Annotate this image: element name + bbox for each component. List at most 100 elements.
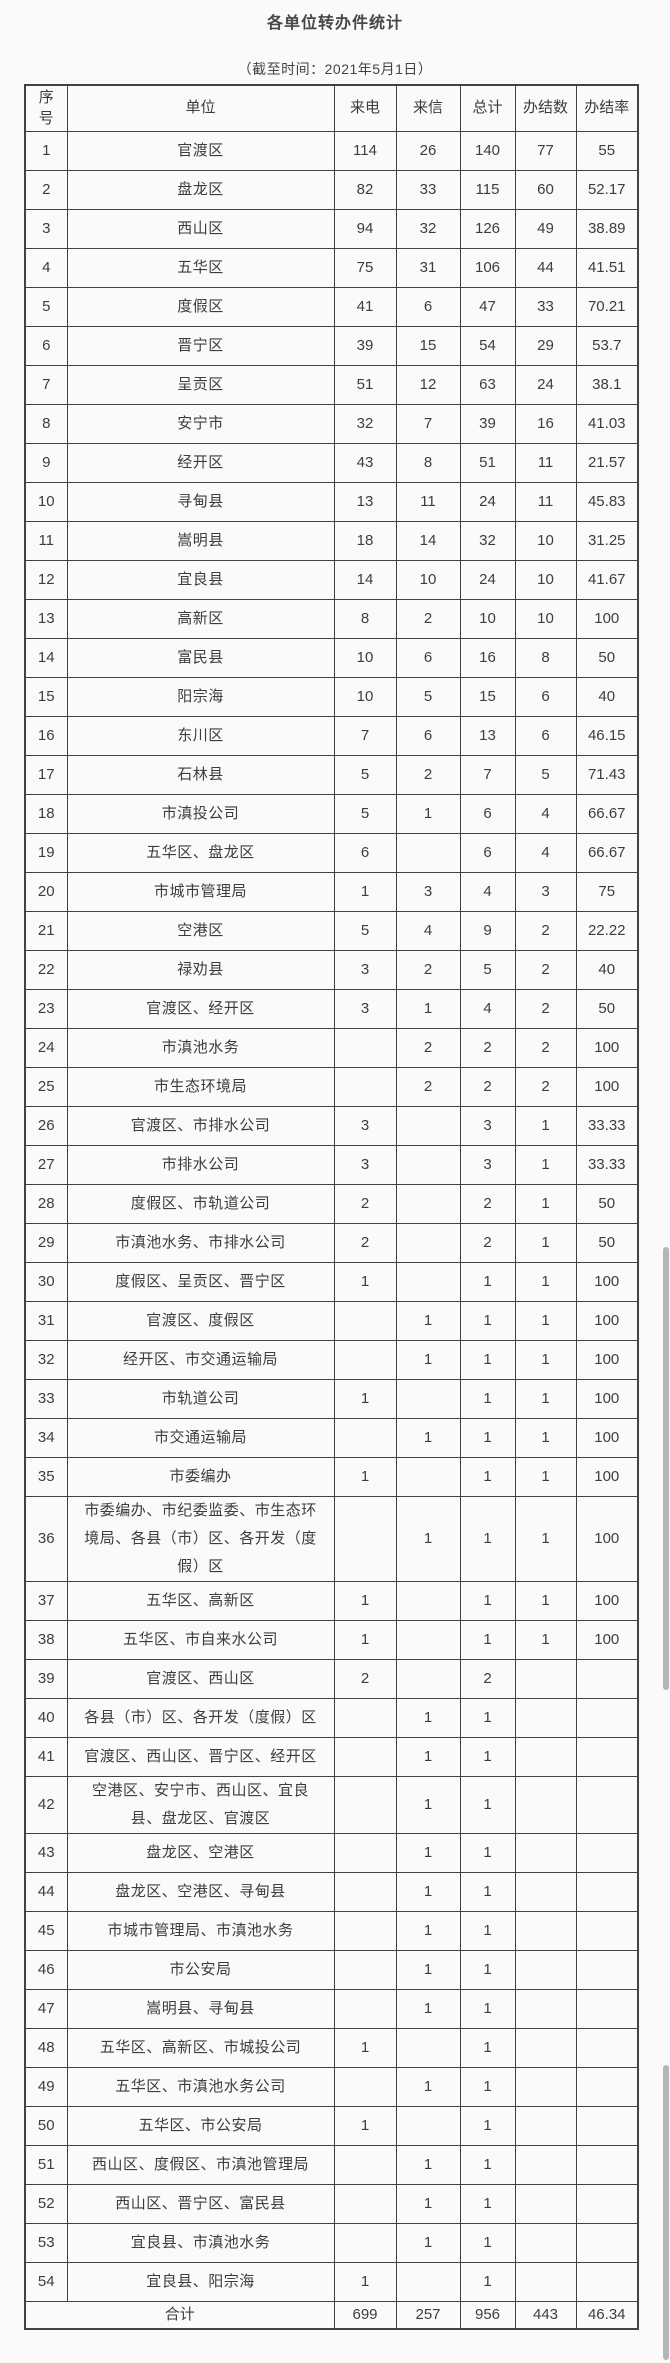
value-cell (575, 2066, 639, 2107)
row-number-cell: 43 (24, 1832, 68, 1873)
row-number-cell: 45 (24, 1910, 68, 1951)
value-cell: 100 (575, 1027, 639, 1068)
value-cell: 22.22 (575, 910, 639, 951)
row-number-cell: 11 (24, 520, 68, 561)
unit-cell: 市城市管理局 (66, 871, 335, 912)
value-cell: 1 (459, 1378, 516, 1419)
row-number-cell: 50 (24, 2105, 68, 2146)
value-cell: 1 (395, 793, 461, 834)
row-number-cell: 15 (24, 676, 68, 717)
value-cell: 1 (514, 1339, 577, 1380)
value-cell (333, 2183, 397, 2224)
value-cell: 14 (333, 559, 397, 600)
unit-cell: 盘龙区 (66, 169, 335, 210)
value-cell: 24 (459, 559, 516, 600)
value-cell (575, 1697, 639, 1738)
value-cell: 50 (575, 1183, 639, 1224)
table-row: 17 石林县 5 2 7 5 71.43 (24, 754, 639, 795)
value-cell: 1 (333, 2105, 397, 2146)
value-cell: 45.83 (575, 481, 639, 522)
value-cell: 50 (575, 637, 639, 678)
value-cell: 1 (514, 1222, 577, 1263)
value-cell (333, 1495, 397, 1582)
value-cell: 1 (459, 2105, 516, 2146)
value-cell: 33 (395, 169, 461, 210)
table-row: 9 经开区 43 8 51 11 21.57 (24, 442, 639, 483)
value-cell: 32 (395, 208, 461, 249)
value-cell: 2 (514, 1066, 577, 1107)
value-cell: 1 (514, 1378, 577, 1419)
value-cell: 1 (333, 2261, 397, 2302)
value-cell (333, 1417, 397, 1458)
total-value-cell: 699 (333, 2300, 397, 2330)
value-cell: 94 (333, 208, 397, 249)
value-cell: 24 (459, 481, 516, 522)
table-row: 26 官渡区、市排水公司 3 3 1 33.33 (24, 1105, 639, 1146)
value-cell: 1 (514, 1261, 577, 1302)
value-cell: 7 (333, 715, 397, 756)
value-cell: 54 (459, 325, 516, 366)
value-cell: 32 (459, 520, 516, 561)
value-cell: 100 (575, 1378, 639, 1419)
value-cell: 1 (395, 2144, 461, 2185)
row-number-cell: 24 (24, 1027, 68, 1068)
row-number-cell: 27 (24, 1144, 68, 1185)
value-cell: 2 (333, 1658, 397, 1699)
unit-cell: 五华区、市自来水公司 (66, 1619, 335, 1660)
unit-cell: 市排水公司 (66, 1144, 335, 1185)
value-cell: 16 (514, 403, 577, 444)
header-cell-1: 单位 (66, 84, 335, 132)
scrollbar-thumb-upper[interactable] (663, 1247, 669, 1690)
value-cell: 26 (395, 130, 461, 171)
value-cell: 1 (395, 2066, 461, 2107)
unit-cell: 经开区 (66, 442, 335, 483)
value-cell (514, 1832, 577, 1873)
value-cell (514, 2066, 577, 2107)
row-number-cell: 16 (24, 715, 68, 756)
value-cell: 66.67 (575, 793, 639, 834)
value-cell: 41.03 (575, 403, 639, 444)
stats-table: 序号 单位 来电 来信 总计 办结数 办结率 1 官渡区 114 26 140 77 55 2 盘龙区 82 3… (24, 84, 639, 2330)
value-cell: 5 (459, 949, 516, 990)
table-row: 27 市排水公司 3 3 1 33.33 (24, 1144, 639, 1185)
row-number-cell: 2 (24, 169, 68, 210)
value-cell: 1 (459, 1871, 516, 1912)
value-cell: 1 (395, 1871, 461, 1912)
value-cell: 29 (514, 325, 577, 366)
scrollbar-thumb-lower[interactable] (663, 2065, 669, 2360)
page-title: 各单位转办件统计 (266, 15, 403, 32)
value-cell: 6 (514, 676, 577, 717)
table-row: 24 市滇池水务 2 2 2 100 (24, 1027, 639, 1068)
value-cell: 126 (459, 208, 516, 249)
row-number-cell: 39 (24, 1658, 68, 1699)
value-cell: 40 (575, 676, 639, 717)
table-row: 30 度假区、呈贡区、晋宁区 1 1 1 100 (24, 1261, 639, 1302)
value-cell: 1 (459, 2261, 516, 2302)
value-cell: 5 (514, 754, 577, 795)
row-number-cell: 26 (24, 1105, 68, 1146)
value-cell: 3 (395, 871, 461, 912)
value-cell: 4 (459, 988, 516, 1029)
value-cell (575, 2222, 639, 2263)
value-cell: 6 (459, 832, 516, 873)
value-cell: 1 (395, 2222, 461, 2263)
row-number-cell: 52 (24, 2183, 68, 2224)
row-number-cell: 19 (24, 832, 68, 873)
value-cell: 3 (459, 1144, 516, 1185)
value-cell (333, 1027, 397, 1068)
value-cell (333, 1775, 397, 1834)
header-row: 序号 单位 来电 来信 总计 办结数 办结率 (24, 84, 639, 132)
row-number-cell: 6 (24, 325, 68, 366)
value-cell: 10 (333, 637, 397, 678)
table-row: 6 晋宁区 39 15 54 29 53.7 (24, 325, 639, 366)
table-row: 20 市城市管理局 1 3 4 3 75 (24, 871, 639, 912)
value-cell: 8 (395, 442, 461, 483)
value-cell: 1 (514, 1580, 577, 1621)
value-cell (333, 1736, 397, 1777)
unit-cell: 市城市管理局、市滇池水务 (66, 1910, 335, 1951)
value-cell: 2 (459, 1658, 516, 1699)
value-cell (333, 1988, 397, 2029)
value-cell (333, 1697, 397, 1738)
value-cell: 50 (575, 988, 639, 1029)
